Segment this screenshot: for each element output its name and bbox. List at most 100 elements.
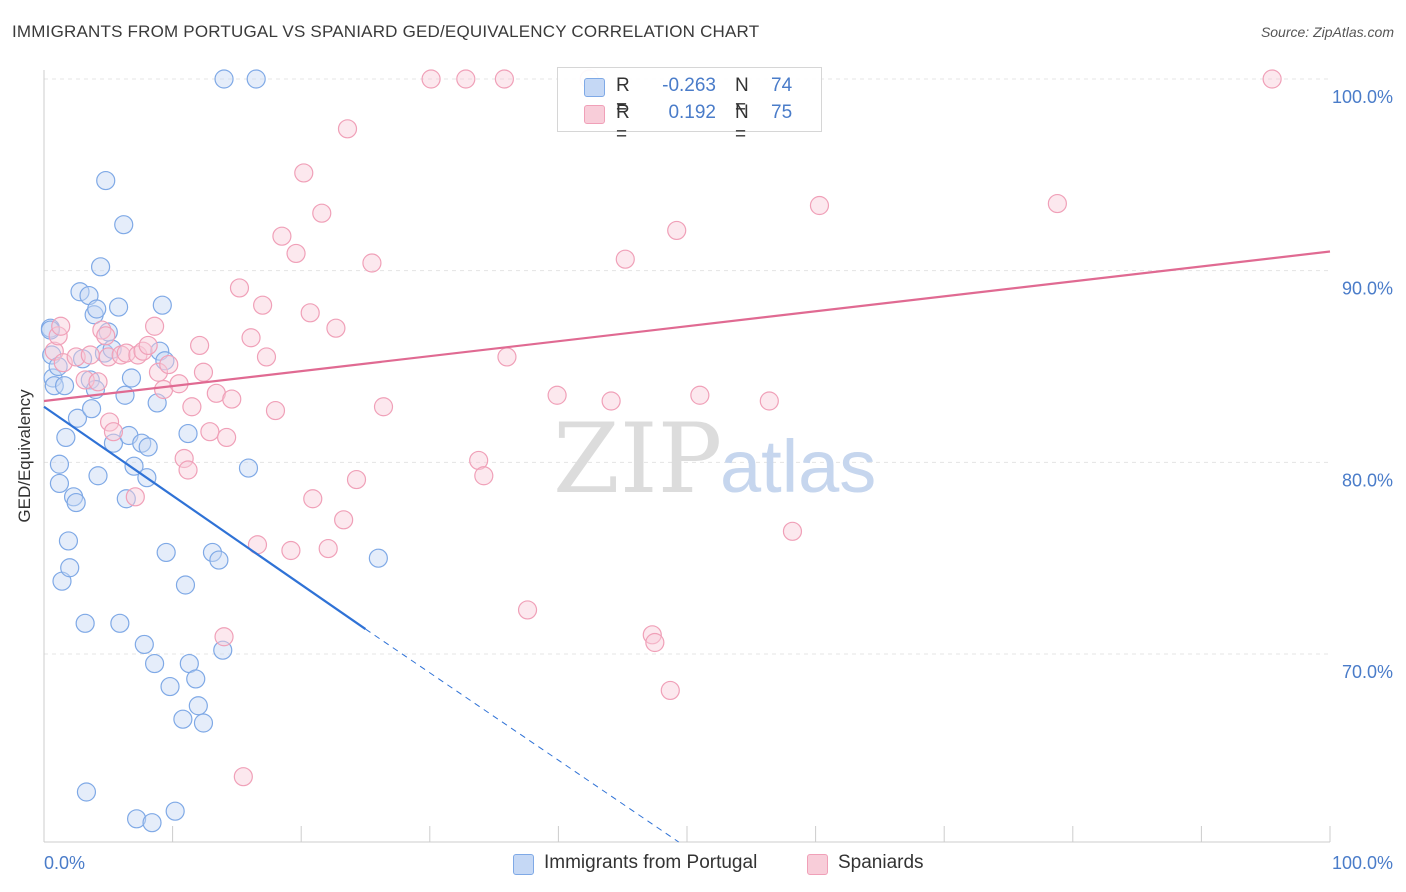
data-point[interactable] bbox=[202, 542, 223, 563]
data-point[interactable] bbox=[125, 487, 145, 507]
data-point[interactable] bbox=[87, 299, 107, 319]
data-point[interactable] bbox=[182, 397, 202, 417]
data-point[interactable] bbox=[547, 385, 567, 405]
data-point[interactable] bbox=[217, 427, 237, 448]
data-point[interactable] bbox=[60, 558, 80, 578]
data-point[interactable] bbox=[138, 437, 158, 457]
data-point[interactable] bbox=[300, 303, 320, 323]
data-point[interactable] bbox=[128, 345, 148, 365]
data-point[interactable] bbox=[645, 632, 665, 653]
data-point[interactable] bbox=[214, 69, 234, 89]
data-point[interactable] bbox=[152, 295, 172, 315]
data-point[interactable] bbox=[175, 575, 196, 595]
data-point[interactable] bbox=[173, 709, 193, 729]
data-point[interactable] bbox=[517, 600, 538, 620]
data-point[interactable] bbox=[144, 653, 165, 674]
data-point[interactable] bbox=[188, 696, 208, 716]
data-point[interactable] bbox=[138, 335, 158, 356]
data-point[interactable] bbox=[156, 542, 176, 563]
data-point[interactable] bbox=[49, 454, 70, 474]
data-point[interactable] bbox=[178, 460, 198, 480]
data-point[interactable] bbox=[256, 347, 277, 367]
data-point[interactable] bbox=[190, 335, 210, 356]
data-point[interactable] bbox=[601, 391, 621, 411]
data-point[interactable] bbox=[246, 69, 266, 89]
data-point[interactable] bbox=[115, 385, 135, 405]
data-point[interactable] bbox=[81, 399, 102, 419]
data-point[interactable] bbox=[80, 370, 100, 390]
data-point[interactable] bbox=[66, 492, 86, 513]
data-point[interactable] bbox=[782, 521, 803, 541]
data-point[interactable] bbox=[178, 423, 198, 444]
data-point[interactable] bbox=[96, 326, 116, 346]
data-point[interactable] bbox=[660, 680, 680, 701]
data-point[interactable] bbox=[312, 203, 332, 223]
data-point[interactable] bbox=[809, 195, 830, 216]
data-point[interactable] bbox=[346, 469, 367, 490]
data-point[interactable] bbox=[58, 531, 79, 551]
data-point[interactable] bbox=[272, 226, 292, 246]
data-point[interactable] bbox=[421, 69, 441, 89]
data-point[interactable] bbox=[456, 69, 476, 89]
data-point[interactable] bbox=[67, 408, 88, 428]
data-point[interactable] bbox=[150, 341, 170, 361]
data-point[interactable] bbox=[253, 295, 273, 315]
data-point[interactable] bbox=[142, 813, 162, 833]
data-point[interactable] bbox=[690, 385, 710, 405]
data-point[interactable] bbox=[229, 278, 250, 298]
data-point[interactable] bbox=[469, 450, 489, 471]
data-point[interactable] bbox=[1047, 193, 1067, 214]
data-point[interactable] bbox=[49, 473, 70, 494]
data-point[interactable] bbox=[238, 458, 259, 478]
data-point[interactable] bbox=[326, 318, 346, 338]
data-point[interactable] bbox=[126, 809, 147, 829]
data-point[interactable] bbox=[233, 767, 253, 787]
data-point[interactable] bbox=[494, 69, 514, 89]
data-point[interactable] bbox=[66, 347, 86, 367]
data-point[interactable] bbox=[373, 397, 394, 417]
data-point[interactable] bbox=[222, 389, 242, 409]
data-point[interactable] bbox=[133, 341, 153, 361]
data-point[interactable] bbox=[43, 368, 63, 388]
data-point[interactable] bbox=[88, 372, 108, 392]
data-point[interactable] bbox=[337, 119, 358, 139]
data-point[interactable] bbox=[186, 669, 206, 689]
data-point[interactable] bbox=[134, 634, 154, 655]
data-point[interactable] bbox=[759, 391, 779, 411]
data-point[interactable] bbox=[148, 362, 169, 382]
data-point[interactable] bbox=[96, 170, 116, 191]
data-point[interactable] bbox=[1262, 69, 1282, 89]
data-point[interactable] bbox=[88, 466, 108, 486]
data-point[interactable] bbox=[615, 249, 635, 269]
data-point[interactable] bbox=[56, 427, 76, 448]
data-point[interactable] bbox=[334, 510, 354, 530]
data-point[interactable] bbox=[165, 801, 185, 821]
data-point[interactable] bbox=[90, 257, 111, 277]
data-point[interactable] bbox=[99, 412, 120, 432]
data-point[interactable] bbox=[144, 316, 165, 336]
data-point[interactable] bbox=[193, 713, 214, 733]
data-point[interactable] bbox=[200, 422, 220, 442]
data-point[interactable] bbox=[642, 625, 662, 645]
data-point[interactable] bbox=[214, 627, 234, 647]
data-point[interactable] bbox=[174, 448, 194, 469]
data-point[interactable] bbox=[103, 433, 124, 453]
data-point[interactable] bbox=[368, 548, 388, 568]
data-point[interactable] bbox=[160, 676, 180, 697]
data-point[interactable] bbox=[265, 400, 286, 421]
data-point[interactable] bbox=[497, 347, 517, 367]
data-point[interactable] bbox=[209, 550, 229, 570]
data-point[interactable] bbox=[667, 220, 687, 241]
data-point[interactable] bbox=[193, 362, 214, 382]
data-point[interactable] bbox=[281, 540, 301, 561]
data-point[interactable] bbox=[51, 316, 71, 336]
data-point[interactable] bbox=[44, 376, 64, 396]
data-point[interactable] bbox=[110, 613, 130, 633]
data-point[interactable] bbox=[40, 320, 61, 340]
data-point[interactable] bbox=[114, 215, 134, 235]
data-point[interactable] bbox=[294, 163, 314, 183]
data-point[interactable] bbox=[121, 368, 142, 388]
data-point[interactable] bbox=[318, 538, 338, 559]
data-point[interactable] bbox=[103, 422, 124, 442]
data-point[interactable] bbox=[54, 376, 75, 396]
